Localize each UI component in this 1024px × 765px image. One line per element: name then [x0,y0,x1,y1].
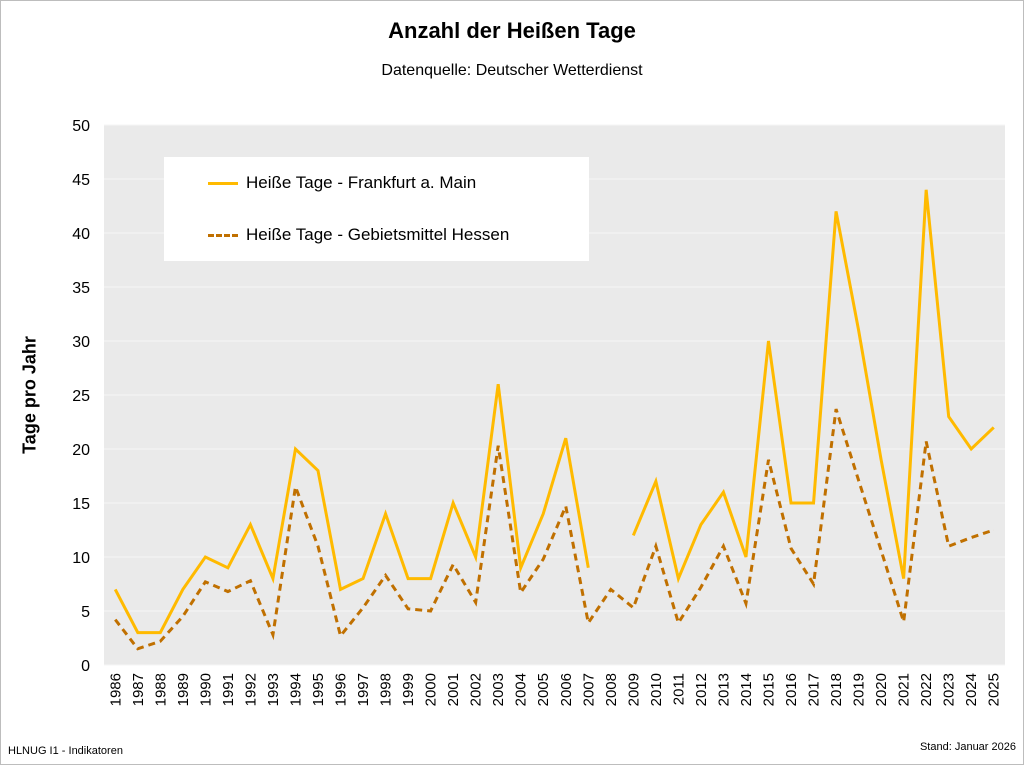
x-tick-label: 2011 [670,673,687,705]
x-tick-label: 2001 [445,673,462,706]
x-tick-label: 2009 [625,673,642,706]
legend-swatch-dashed [208,233,238,237]
x-tick-label: 1993 [265,673,282,706]
legend-item-hessen: Heiße Tage - Gebietsmittel Hessen [208,225,509,245]
legend: Heiße Tage - Frankfurt a. Main Heiße Tag… [164,157,589,261]
x-tick-label: 2016 [783,673,800,706]
chart-title: Anzahl der Heißen Tage [388,18,636,43]
y-tick-label: 40 [72,226,90,243]
y-tick-label: 15 [72,496,90,513]
footer-date: Stand: Januar 2026 [919,741,1016,753]
x-tick-label: 2017 [806,673,823,706]
x-tick-label: 1996 [333,673,350,706]
x-tick-label: 2024 [963,673,980,706]
y-tick-label: 45 [72,172,90,189]
x-tick-label: 1994 [287,673,304,706]
x-tick-label: 2000 [423,673,440,706]
x-tick-label: 1987 [130,673,147,706]
x-tick-label: 2003 [490,673,507,706]
y-tick-label: 0 [81,658,90,675]
x-tick-label: 2013 [715,673,732,706]
x-tick-label: 1989 [175,673,192,706]
legend-label: Heiße Tage - Gebietsmittel Hessen [246,225,510,244]
x-tick-label: 1998 [378,673,395,706]
series-line-0 [113,384,590,635]
x-tick-label: 1990 [197,673,214,706]
x-tick-label: 2008 [603,673,620,706]
chart-subtitle: Datenquelle: Deutscher Wetterdienst [381,62,643,79]
x-tick-label: 1986 [107,673,124,706]
x-tick-label: 2012 [693,673,710,706]
x-tick-label: 1992 [242,673,259,706]
x-tick-label: 2007 [580,673,597,706]
x-tick-label: 2004 [513,673,530,706]
x-tick-label: 1991 [220,673,237,706]
x-tick-label: 2014 [738,673,755,706]
y-tick-label: 20 [72,442,90,459]
legend-swatch-solid [208,181,238,185]
y-tick-label: 35 [72,280,90,297]
y-tick-label: 50 [72,118,90,135]
x-tick-label: 2002 [468,673,485,706]
y-tick-label: 5 [81,604,90,621]
x-tick-label: 2022 [918,673,935,706]
x-tick-label: 2015 [760,673,777,706]
x-tick-label: 2005 [535,673,552,706]
x-tick-label: 2018 [828,673,845,706]
footer-source: HLNUG I1 - Indikatoren [8,745,123,757]
x-tick-label: 2023 [941,673,958,706]
y-tick-label: 25 [72,388,90,405]
legend-item-frankfurt: Heiße Tage - Frankfurt a. Main [208,173,476,193]
y-tick-label: 10 [72,550,90,567]
series-line-1 [114,408,995,651]
x-tick-label: 2010 [648,673,665,706]
x-tick-label: 2025 [986,673,1003,706]
x-tick-label: 2020 [873,673,890,706]
legend-label: Heiße Tage - Frankfurt a. Main [246,173,477,192]
x-tick-label: 2021 [896,673,913,706]
x-tick-label: 1995 [310,673,327,706]
x-tick-label: 1999 [400,673,417,706]
x-tick-label: 2019 [851,673,868,706]
x-tick-label: 1997 [355,673,372,706]
x-tick-label: 1988 [152,673,169,706]
y-tick-label: 30 [72,334,90,351]
x-tick-label: 2006 [558,673,575,706]
